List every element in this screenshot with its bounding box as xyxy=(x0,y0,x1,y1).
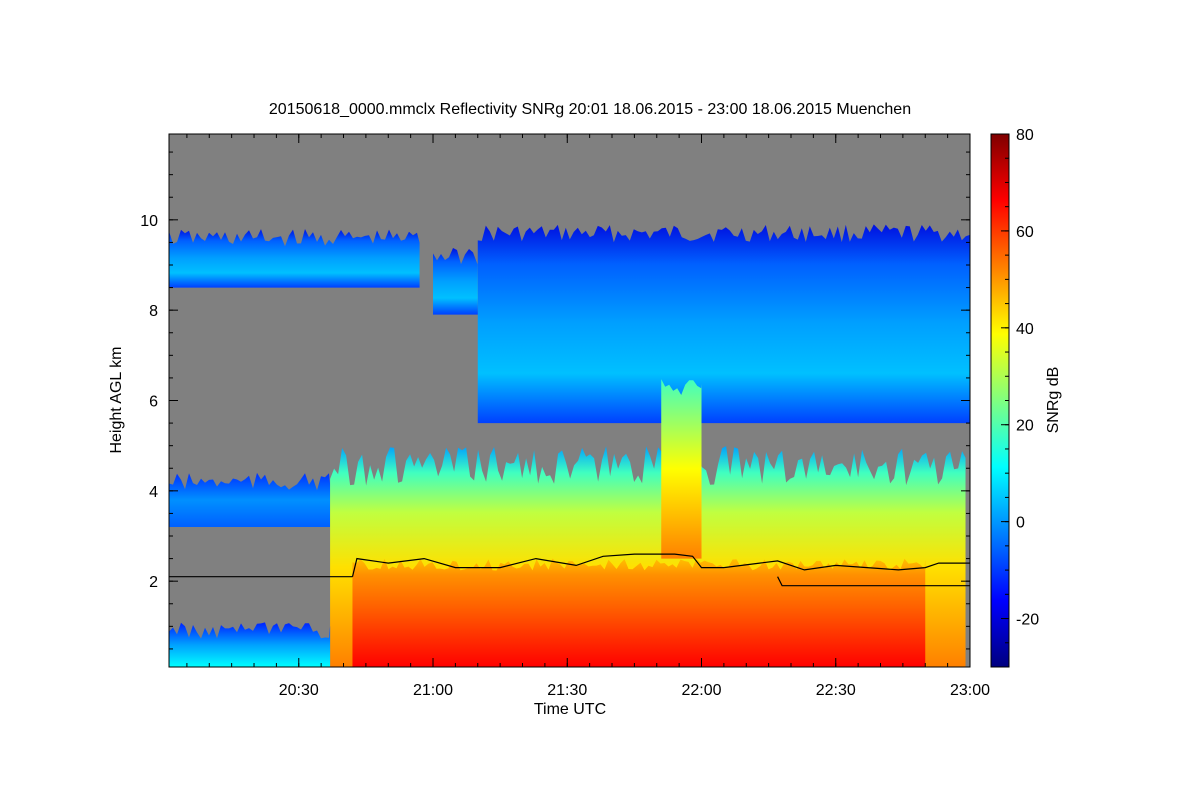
x-axis: 20:30 21:00 21:30 22:00 22:30 23:00 xyxy=(186,134,990,699)
plot-area: 20:30 21:00 21:30 22:00 22:30 23:00 2 4 6 8 10 xyxy=(140,133,990,699)
colorbar-ticks: -20 0 20 40 60 80 xyxy=(1001,127,1039,644)
y-tick-label: 2 xyxy=(149,574,158,591)
overlay-lines xyxy=(169,553,970,587)
x-tick-label: 22:00 xyxy=(681,682,721,699)
chart-title: 20150618_0000.mmclx Reflectivity SNRg 20… xyxy=(269,101,911,118)
y-tick-label: 8 xyxy=(149,303,158,320)
y-axis: 2 4 6 8 10 xyxy=(140,151,970,650)
x-tick-label: 22:30 xyxy=(816,682,856,699)
region-convective-tower xyxy=(661,379,702,559)
colorbar-tick-label: 0 xyxy=(1016,515,1025,532)
x-axis-label: Time UTC xyxy=(534,701,606,718)
region-upper-cirrus-patch xyxy=(433,248,478,315)
x-tick-label: 20:30 xyxy=(279,682,319,699)
colorbar: -20 0 20 40 60 80 SNRg dB xyxy=(990,127,1062,668)
melting-layer-line xyxy=(351,553,970,577)
x-tick-label: 21:30 xyxy=(547,682,587,699)
region-upper-cirrus-left xyxy=(169,229,420,288)
region-upper-cirrus-main xyxy=(477,224,970,424)
y-tick-label: 4 xyxy=(149,484,158,501)
region-mid-level-left xyxy=(169,472,331,527)
lower-step-line xyxy=(777,576,970,587)
colorbar-tick-label: 60 xyxy=(1016,224,1034,241)
y-axis-label: Height AGL km xyxy=(108,346,125,453)
region-melting-layer-core xyxy=(352,558,926,667)
y-tick-label: 10 xyxy=(140,213,158,230)
region-surface-clutter xyxy=(169,622,331,667)
colorbar-tick-label: 80 xyxy=(1016,127,1034,144)
x-tick-label: 21:00 xyxy=(413,682,453,699)
colorbar-tick-label: 20 xyxy=(1016,418,1034,435)
x-tick-label: 23:00 xyxy=(950,682,990,699)
colorbar-label: SNRg dB xyxy=(1045,367,1062,434)
colorbar-tick-label: -20 xyxy=(1016,612,1039,629)
y-tick-label: 6 xyxy=(149,394,158,411)
colorbar-tick-label: 40 xyxy=(1016,321,1034,338)
